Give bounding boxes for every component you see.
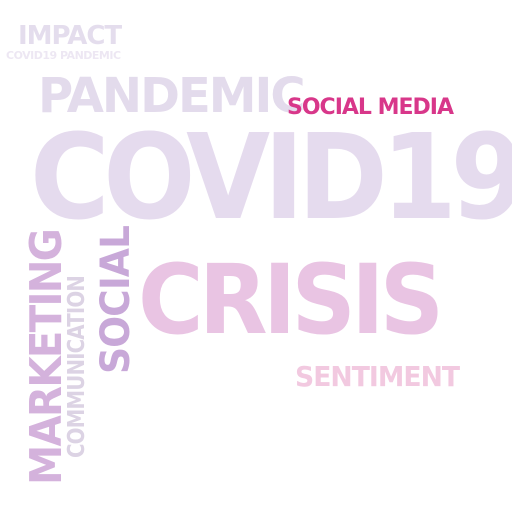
- word-impact: IMPACT: [18, 21, 122, 51]
- word-covid19: COVID19: [30, 108, 512, 246]
- word-social: SOCIAL: [93, 225, 139, 374]
- word-social-media: SOCIAL MEDIA: [287, 95, 454, 120]
- word-sentiment: SENTIMENT: [295, 360, 460, 393]
- word-pandemic: PANDEMIC: [38, 68, 306, 124]
- word-crisis: CRISIS: [138, 244, 444, 356]
- word-covid19-pandemic: COVID19 PANDEMIC: [6, 49, 121, 62]
- word-marketing: MARKETING: [21, 229, 72, 485]
